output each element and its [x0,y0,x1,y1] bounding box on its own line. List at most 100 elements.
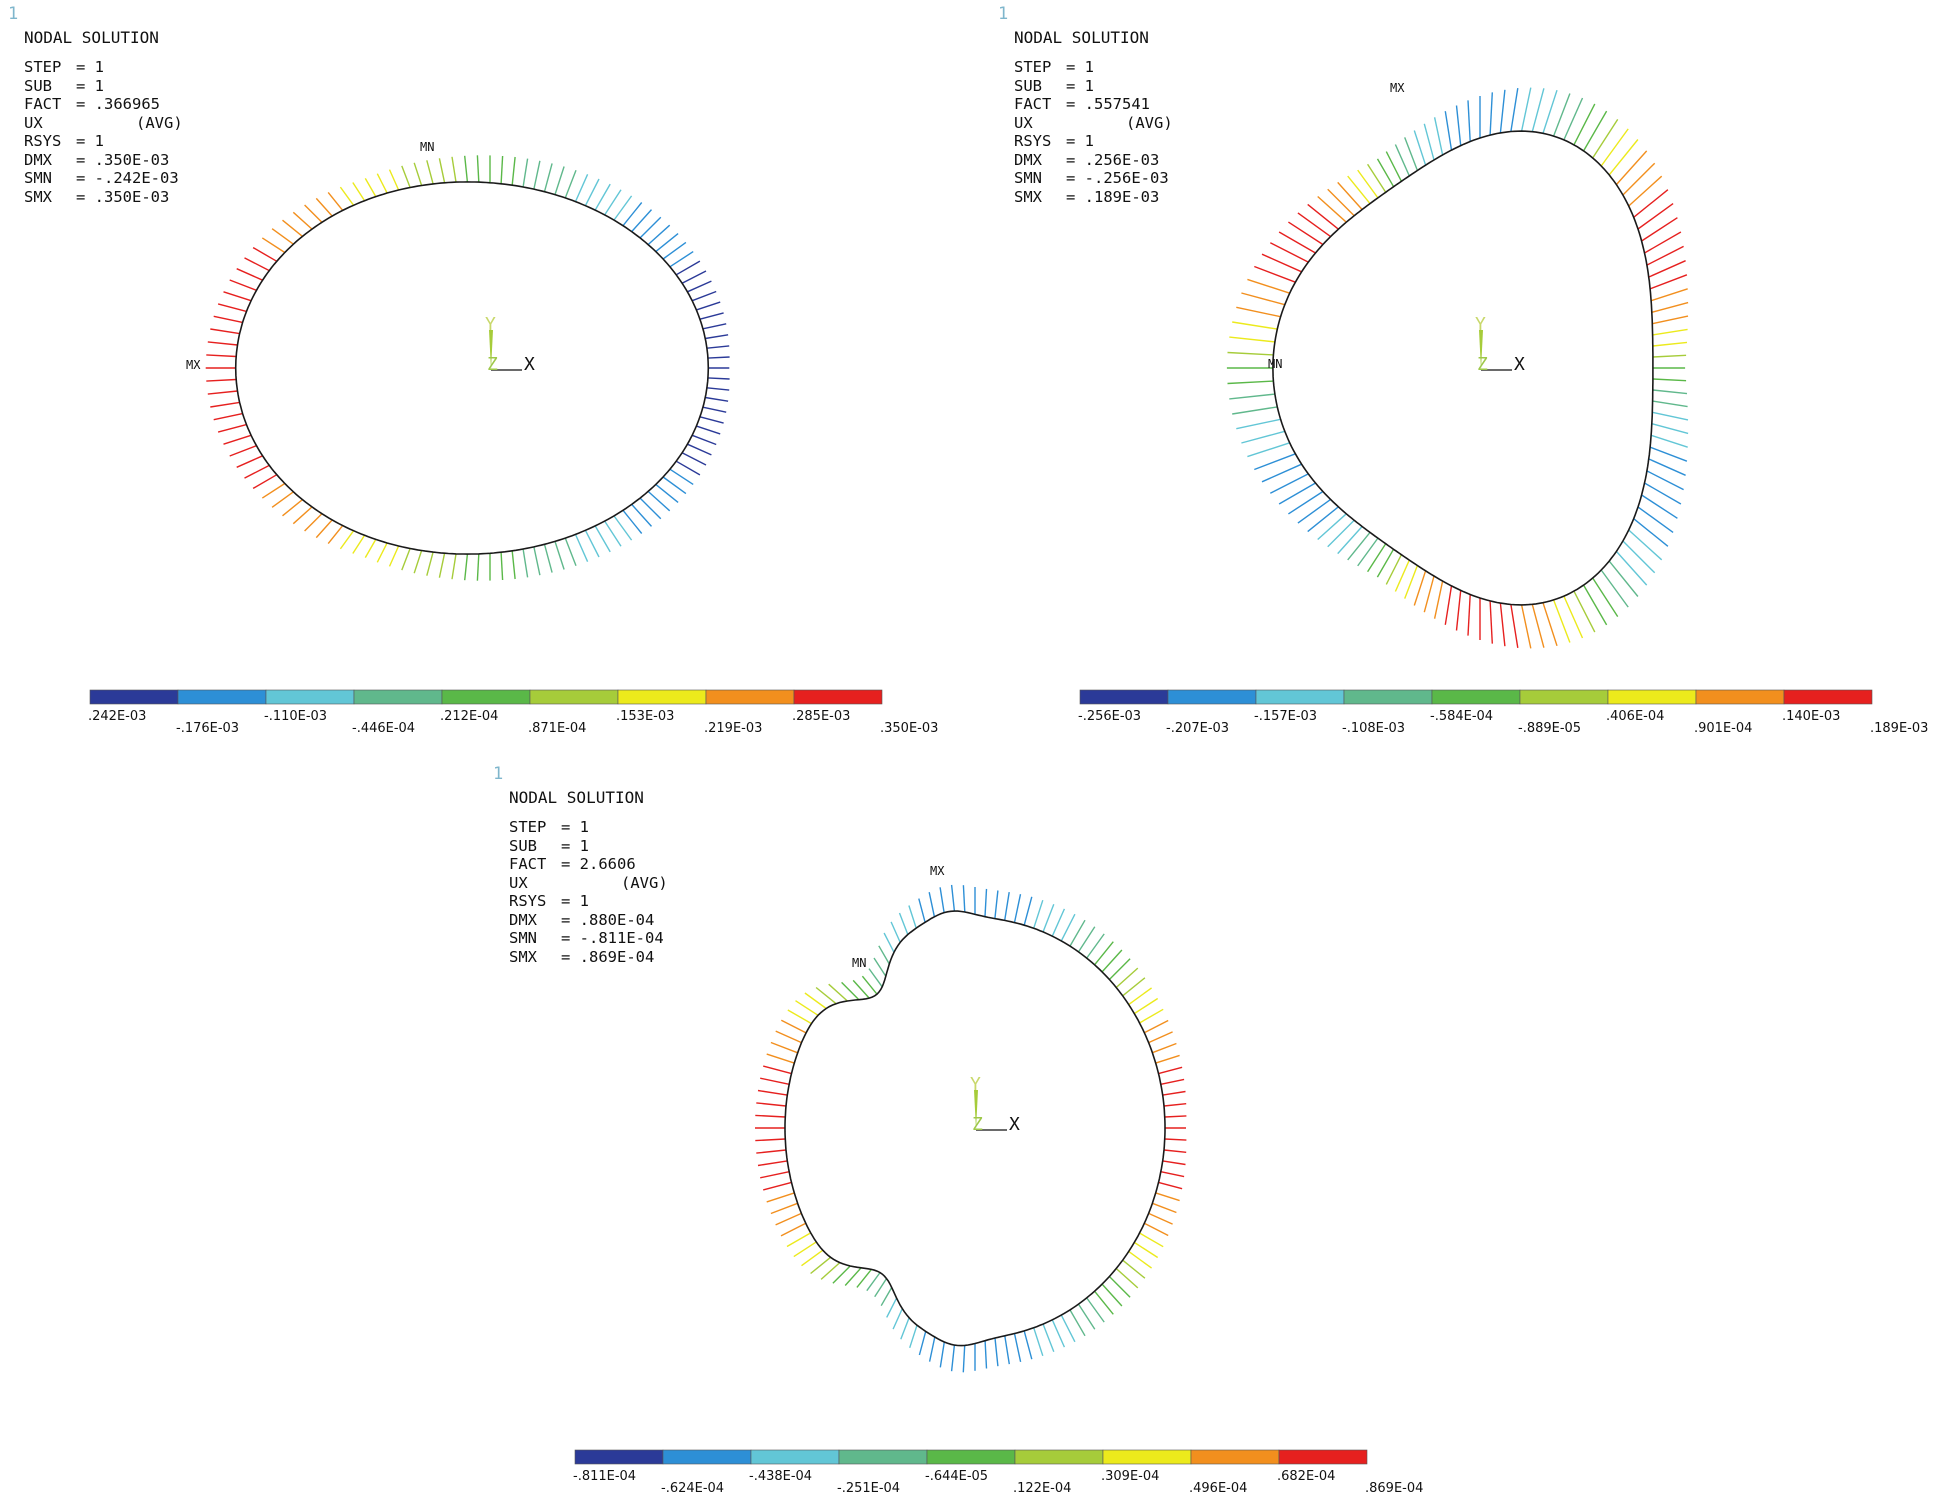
deformed-outline [234,181,710,555]
displacement-vector [217,423,247,433]
displacement-vector [1600,569,1629,608]
displacement-vector [304,513,323,532]
displacement-vector [1563,97,1584,141]
panel-mode-3: 1 NODAL SOLUTION STEP = 1 SUB = 1 FACT = 2.… [485,760,1465,1510]
legend-swatch [838,1449,928,1465]
rsys-row: RSYS = 1 [1014,132,1095,150]
displacement-vector [787,1009,812,1025]
deformed-outline [1272,130,1654,606]
displacement-vector [594,183,611,211]
displacement-vector [1651,423,1689,435]
smn-value: -.242E-03 [94,169,179,187]
displacement-vector [522,158,529,188]
displacement-vector [1649,446,1688,462]
displacement-vector [873,957,887,977]
dmx-label: DMX [24,150,52,169]
displacement-vector [900,1317,910,1340]
displacement-vector [213,412,243,421]
sub-row: SUB = 1 [509,836,590,855]
displacement-vector [1582,110,1608,152]
item-row: UX (AVG) [1014,114,1173,133]
displacement-vector [1232,321,1278,330]
smx-row: SMX = .350E-03 [24,187,170,206]
legend-swatch [265,689,355,705]
sub-label: SUB [509,836,537,855]
item-label: UX [24,113,43,132]
displacement-vector [1652,328,1688,336]
legend-tick-label: .242E-03 [88,709,146,724]
displacement-vector [1531,88,1545,132]
smn-value: -.811E-04 [579,929,664,947]
rsys-value: 1 [579,892,590,910]
displacement-vector [1164,1138,1187,1141]
displacement-vector [1376,548,1395,578]
displacement-vector [574,174,589,202]
displacement-vector [1520,604,1532,649]
legend-swatch [1255,689,1345,705]
displacement-vector [1152,1042,1177,1054]
triad-y-label: Y [1475,314,1486,335]
displacement-vector [339,530,355,550]
displacement-vector [939,1341,945,1368]
displacement-vector [315,519,333,539]
legend-swatch [1278,1449,1368,1465]
displacement-vector [1139,1232,1164,1248]
panel-mode-2: 1 NODAL SOLUTION STEP = 1 SUB = 1 FACT = .5… [990,0,1943,750]
displacement-vector [1069,1309,1086,1337]
displacement-vector [1254,265,1296,283]
displacement-vector [1367,163,1387,193]
step-row: STEP = 1 [1014,58,1095,76]
displacement-vector [681,452,707,466]
step-label: STEP [24,58,62,76]
displacement-vector [511,156,516,186]
displacement-vector [1269,473,1309,494]
fact-value: .557541 [1084,95,1150,113]
displacement-vector [1592,119,1619,159]
displacement-vector [1646,470,1684,491]
fact-label: FACT [1014,95,1052,113]
displacement-vector [364,178,377,197]
displacement-vector [1247,278,1290,294]
displacement-vector [1229,393,1275,400]
legend-tick-label: .140E-03 [1782,709,1840,724]
displacement-vector [655,483,679,503]
displacement-vector [780,1019,807,1034]
displacement-vector [832,1265,851,1284]
rsys-value: 1 [1084,132,1095,150]
step-label: STEP [509,818,547,836]
displacement-vector [775,1212,802,1226]
displacement-vector [1261,463,1302,483]
step-row: STEP = 1 [509,818,590,836]
displacement-vector [1023,1330,1033,1360]
displacement-vector [401,165,411,188]
smn-label: SMN [509,929,537,947]
deformed-shape-plot: MN MX Y Z X .242E-03 -.176E-03 -.110E-03 -.… [88,140,938,736]
displacement-vector [1158,1066,1183,1075]
legend-tick-label: .189E-03 [1870,721,1928,736]
displacement-vector [244,464,270,479]
displacement-vector [1143,1019,1169,1034]
displacement-vector [1160,1171,1185,1178]
displacement-vector [890,921,901,943]
legend-swatches [89,689,883,705]
step-label: STEP [1014,58,1052,76]
fact-label: FACT [24,95,62,113]
legend-tick-label: -.644E-05 [925,1469,988,1484]
displacement-vector [1128,1250,1153,1269]
displacement-vector [1013,894,1022,923]
displacement-vector [1133,1241,1159,1259]
panel-mode-1: 1 NODAL SOLUTION STEP = 1 SUB = 1 FACT = .3… [0,0,980,750]
displacement-vector [236,455,263,468]
displacement-vector [755,1114,786,1118]
displacement-vector [533,160,541,190]
legend-tick-label: .350E-03 [880,721,938,736]
displacement-vector [868,968,883,988]
fact-value: .366965 [94,95,160,113]
legend-tick-label: .871E-04 [528,721,586,736]
sub-value: 1 [94,76,105,95]
displacement-vector [1615,550,1648,586]
axis-triad: Y Z X [970,1074,1020,1135]
step-value: 1 [94,58,105,76]
displacement-vector [1423,123,1435,161]
displacement-vector [476,553,480,581]
